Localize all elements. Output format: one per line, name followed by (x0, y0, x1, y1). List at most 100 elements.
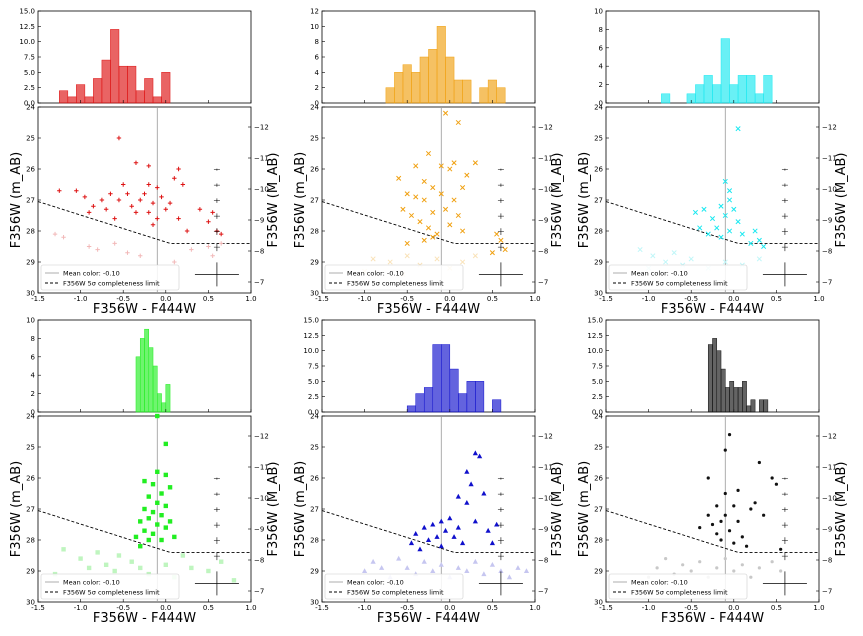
data-point (698, 560, 702, 564)
hist-bar (135, 90, 145, 104)
data-point (464, 500, 470, 505)
y2-tick-label: −10 (538, 495, 553, 503)
y2-tick-label: −7 (538, 588, 548, 596)
data-point (779, 547, 783, 551)
data-point (489, 562, 495, 567)
data-point (749, 575, 753, 579)
y-tick-label: 27 (594, 506, 603, 514)
error-bar (497, 507, 504, 512)
hist-bar (406, 405, 416, 413)
data-point (723, 491, 727, 496)
x-tick-label: -0.5 (684, 604, 698, 612)
hist-tick-label: 5.0 (308, 378, 319, 386)
x-tick-label: 1.0 (529, 295, 540, 303)
data-point (434, 534, 440, 539)
data-point (159, 491, 164, 496)
hist-bar (487, 79, 497, 104)
data-point (723, 448, 727, 452)
hist-tick-label: 10 (594, 8, 603, 16)
data-point (74, 188, 79, 193)
y-tick-label: 25 (594, 444, 603, 452)
hist-tick-label: 2 (599, 81, 603, 89)
data-point (146, 537, 151, 543)
data-point (442, 206, 449, 212)
data-point (155, 216, 160, 221)
hist-bar (445, 56, 455, 104)
hist-bar (161, 72, 171, 104)
data-point (413, 531, 419, 536)
data-point (138, 519, 143, 524)
data-point (206, 568, 211, 574)
data-point (447, 222, 453, 228)
error-cross (478, 262, 523, 287)
data-point (206, 219, 211, 224)
x-tick-label: -1.0 (642, 604, 656, 612)
y2-tick-label: −11 (538, 155, 553, 163)
y-tick-label: 24 (594, 413, 603, 421)
data-point (370, 558, 376, 564)
data-point (370, 256, 376, 262)
error-bar (497, 537, 504, 545)
data-point (715, 532, 719, 536)
data-point (455, 212, 461, 219)
hist-tick-label: 4 (599, 63, 604, 71)
error-bar (497, 198, 504, 203)
y2-tick-label: −8 (254, 248, 264, 256)
data-point (103, 562, 109, 567)
data-point (425, 150, 432, 157)
y2-tick-label: −9 (538, 217, 548, 225)
data-point (125, 191, 130, 196)
panel-black: 0.0 2.5 5.0 7.5 10.0 12.5 15.0 Mean color: -0.1… (577, 317, 849, 627)
data-point (425, 537, 432, 542)
hist-bar (432, 344, 442, 413)
y-tick-label: 30 (310, 290, 319, 298)
data-point (438, 518, 444, 524)
hist-bar (759, 399, 764, 413)
data-point (133, 160, 139, 165)
hist-tick-label: 2 (315, 84, 319, 92)
hist-bar (415, 393, 425, 413)
data-point (146, 516, 151, 521)
legend-limit-label: F356W 5σ completeness limit (63, 280, 160, 288)
hist-bar (720, 38, 730, 104)
data-point (172, 259, 177, 265)
x-tick-label: 1.0 (813, 295, 824, 303)
data-point (95, 550, 100, 555)
data-point (413, 163, 419, 169)
data-point (425, 225, 432, 231)
hist-bar (59, 90, 69, 104)
data-point (455, 565, 461, 570)
data-point (688, 256, 694, 262)
data-point (142, 478, 147, 484)
error-bar (213, 552, 220, 561)
hist-tick-label: 0 (315, 100, 319, 108)
hist-tick-label: 4 (31, 372, 36, 380)
data-point (434, 256, 440, 262)
error-bar (497, 213, 504, 219)
data-point (655, 566, 659, 570)
hist-tick-label: 7.5 (592, 363, 603, 371)
hist-bar (703, 75, 713, 104)
error-bar (497, 522, 504, 528)
data-point (138, 197, 143, 203)
hist-bar (695, 84, 705, 104)
y-tick-label: 25 (26, 444, 35, 452)
data-point (163, 207, 168, 212)
data-point (163, 562, 168, 567)
data-point (447, 166, 453, 172)
data-point (434, 231, 440, 237)
error-cross (762, 262, 807, 287)
legend-mean-label: Mean color: -0.10 (631, 579, 688, 587)
panel-blue: 0.0 2.5 5.0 7.5 10.0 12.5 15.0 Mean color: -0.1… (293, 317, 565, 627)
y2-tick-label: −11 (254, 155, 269, 163)
legend-box (40, 264, 180, 291)
hist-bar (737, 387, 743, 413)
y2-tick-label: −11 (822, 155, 837, 163)
data-point (404, 253, 410, 259)
y-tick-label: 30 (26, 599, 35, 607)
data-point (468, 481, 474, 487)
x-tick-label: 0.0 (444, 295, 455, 303)
error-bar (497, 168, 504, 171)
error-bar (781, 552, 788, 561)
